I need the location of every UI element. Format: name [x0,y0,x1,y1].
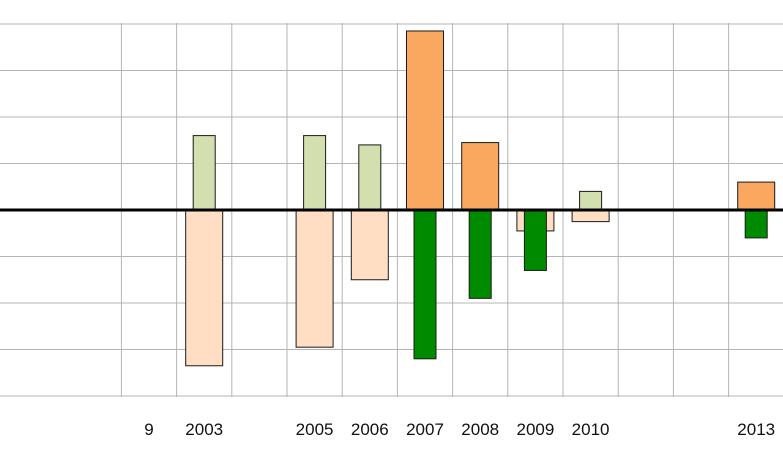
x-tick-label: 2007 [406,420,444,439]
bar [461,142,500,211]
x-tick-label: 2003 [185,420,223,439]
x-tick-label: 2009 [516,420,554,439]
x-tick-label: 2005 [296,420,334,439]
bar [413,209,437,360]
bar [579,190,603,211]
bar [737,181,776,211]
x-tick-label: 2008 [461,420,499,439]
bar [523,209,547,271]
bar [744,209,768,239]
tick-labels: 9 2003 2005 2006 2007 2008 2009 2010 2013 [144,420,775,439]
bars [185,30,776,367]
bar [358,144,382,211]
x-tick-label: 9 [144,420,153,439]
bar [303,135,327,211]
x-tick-label: 2010 [572,420,610,439]
bar [406,30,444,211]
bar [185,209,224,367]
x-tick-label: 2006 [351,420,389,439]
bar [295,209,334,348]
bar [350,209,389,281]
x-tick-label: 2013 [737,420,775,439]
bar [192,135,216,211]
bar [468,209,492,299]
bar [571,209,610,223]
